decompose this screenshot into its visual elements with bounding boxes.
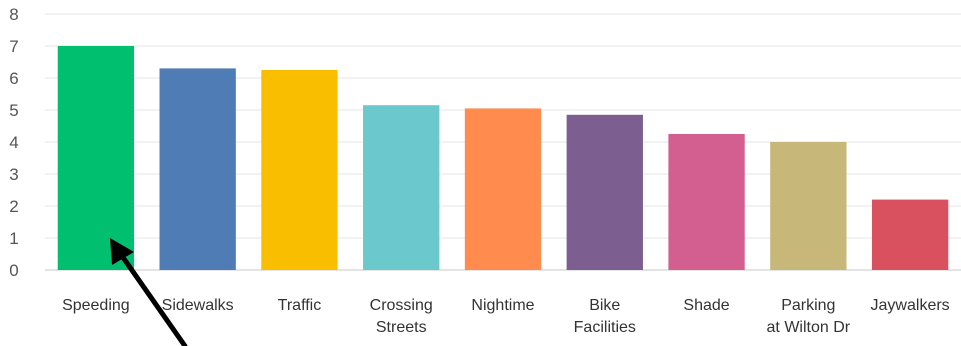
y-tick-label: 3 [9, 165, 18, 184]
y-tick-label: 5 [9, 101, 18, 120]
y-tick-label: 2 [9, 197, 18, 216]
bar [770, 142, 847, 270]
x-tick-label-line: Facilities [574, 319, 636, 336]
y-tick-label: 7 [9, 37, 18, 56]
x-tick-label-line: Jaywalkers [871, 297, 950, 314]
x-tick-label: Nightime [471, 297, 534, 314]
bar [871, 199, 949, 270]
x-tick-label-line: Sidewalks [162, 297, 234, 314]
x-tick-label: Sidewalks [162, 297, 234, 314]
y-tick-label: 8 [9, 5, 18, 24]
bar [566, 114, 643, 270]
y-tick-label: 1 [9, 229, 18, 248]
x-tick-label-line: Shade [683, 297, 729, 314]
y-tick-label: 6 [9, 69, 18, 88]
x-tick-label-line: Streets [376, 319, 427, 336]
x-tick-label-line: Traffic [278, 297, 322, 314]
x-tick-label: Traffic [278, 297, 322, 314]
x-tick-label: Speeding [62, 297, 130, 314]
x-tick-label-line: Parking [781, 297, 835, 314]
bar [159, 68, 236, 271]
x-tick-label: Parking at Wilton Dr [767, 297, 851, 336]
y-tick-label: 4 [9, 133, 18, 152]
x-tick-label: Crossing Streets [370, 297, 433, 336]
bar [261, 70, 338, 270]
bar [363, 105, 440, 270]
x-tick-label-line: Nightime [471, 297, 534, 314]
annotation-arrow [110, 238, 188, 346]
x-tick-label-line: at Wilton Dr [767, 319, 851, 336]
x-tick-label-line: Speeding [62, 297, 130, 314]
x-tick-label: Jaywalkers [871, 297, 950, 314]
y-axis-ticks: 0 1 2 3 4 5 6 7 8 [9, 5, 18, 280]
x-axis-labels: Speeding Sidewalks Traffic Crossing Streets N… [62, 297, 950, 336]
y-tick-label: 0 [9, 261, 18, 280]
bars [57, 46, 949, 271]
x-tick-label-line: Crossing [370, 297, 433, 314]
bar [57, 46, 135, 270]
x-tick-label: Bike Facilities [574, 297, 636, 336]
bar [668, 134, 745, 270]
bar [464, 108, 542, 271]
x-tick-label-line: Bike [589, 297, 620, 314]
x-tick-label: Shade [683, 297, 729, 314]
